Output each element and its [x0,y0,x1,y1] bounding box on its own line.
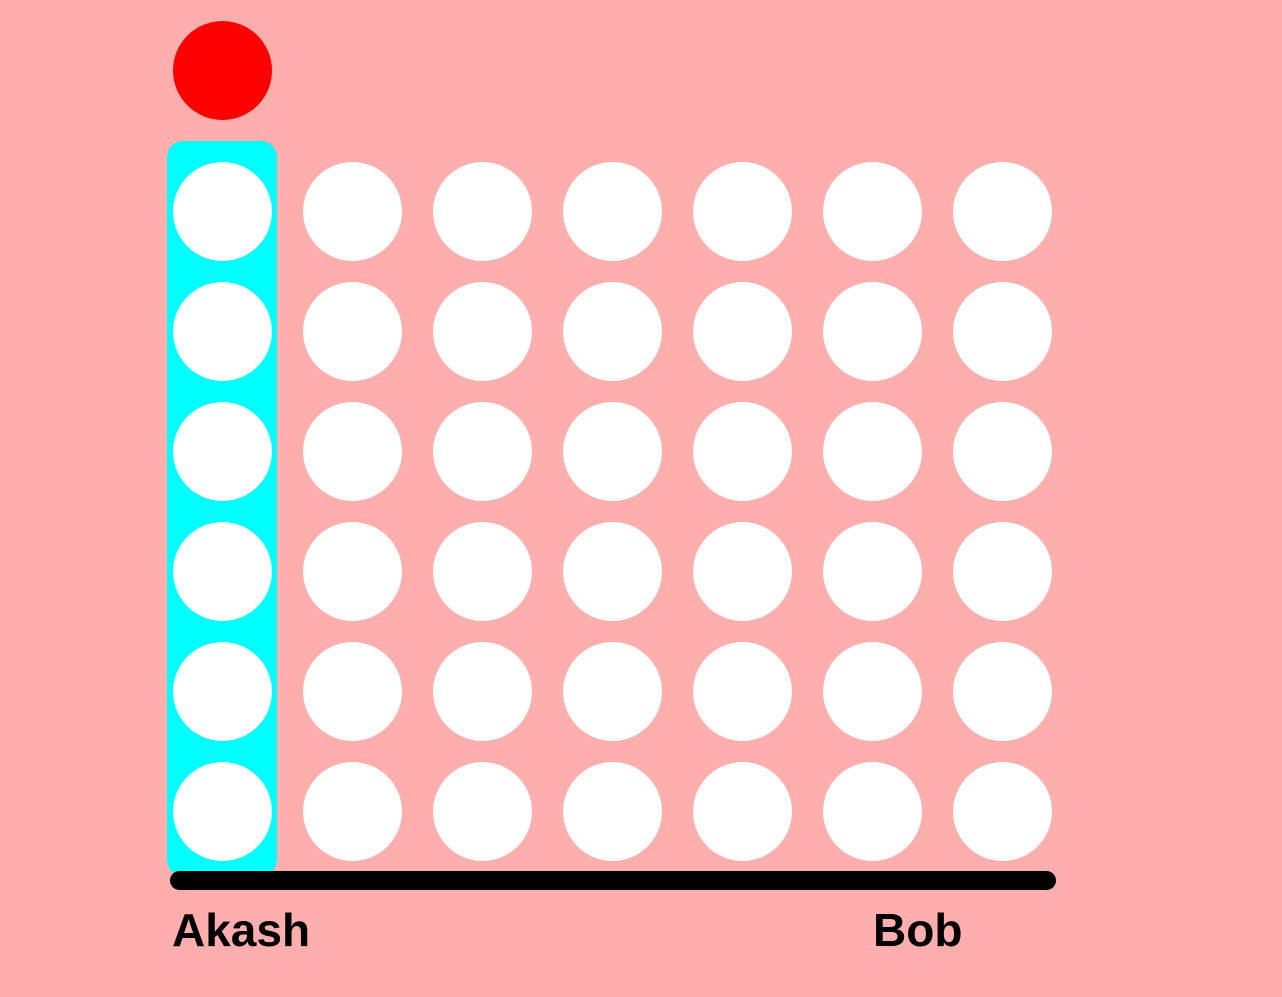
board-cell[interactable] [563,642,662,741]
board-cell[interactable] [823,642,922,741]
board-cell[interactable] [693,282,792,381]
board-cell[interactable] [953,402,1052,501]
board-cell[interactable] [433,522,532,621]
board-cell[interactable] [563,522,662,621]
board-cell[interactable] [563,282,662,381]
board-cell[interactable] [433,162,532,261]
board-cell[interactable] [823,282,922,381]
board-cell[interactable] [303,762,402,861]
board-cell[interactable] [173,282,272,381]
board-baseline [170,871,1056,890]
board-cell[interactable] [173,162,272,261]
board-cell[interactable] [823,402,922,501]
board-cell[interactable] [433,642,532,741]
board-cell[interactable] [823,762,922,861]
board-cell[interactable] [303,162,402,261]
board-cell[interactable] [173,402,272,501]
player-two-label: Bob [873,904,963,956]
board-cell[interactable] [173,762,272,861]
board-cell[interactable] [173,522,272,621]
board-cell[interactable] [693,642,792,741]
board-cell[interactable] [693,162,792,261]
board-cell[interactable] [303,642,402,741]
board-cell[interactable] [823,522,922,621]
board-cell[interactable] [173,642,272,741]
board-cell[interactable] [433,762,532,861]
board-cell[interactable] [303,402,402,501]
board-cell[interactable] [953,762,1052,861]
board-cell[interactable] [953,522,1052,621]
board-cell[interactable] [563,762,662,861]
board-cell[interactable] [693,762,792,861]
board-cell[interactable] [693,522,792,621]
board-cell[interactable] [303,522,402,621]
board-cell[interactable] [953,282,1052,381]
board-cell[interactable] [953,642,1052,741]
board-cell[interactable] [433,282,532,381]
board-cell[interactable] [953,162,1052,261]
player-one-label: Akash [172,904,311,956]
board-cell[interactable] [303,282,402,381]
current-player-disc[interactable] [173,21,272,120]
board-cell[interactable] [693,402,792,501]
column-highlight[interactable] [167,141,277,876]
board-cell[interactable] [563,162,662,261]
board-cell[interactable] [433,402,532,501]
board-cell[interactable] [823,162,922,261]
board-cell[interactable] [563,402,662,501]
